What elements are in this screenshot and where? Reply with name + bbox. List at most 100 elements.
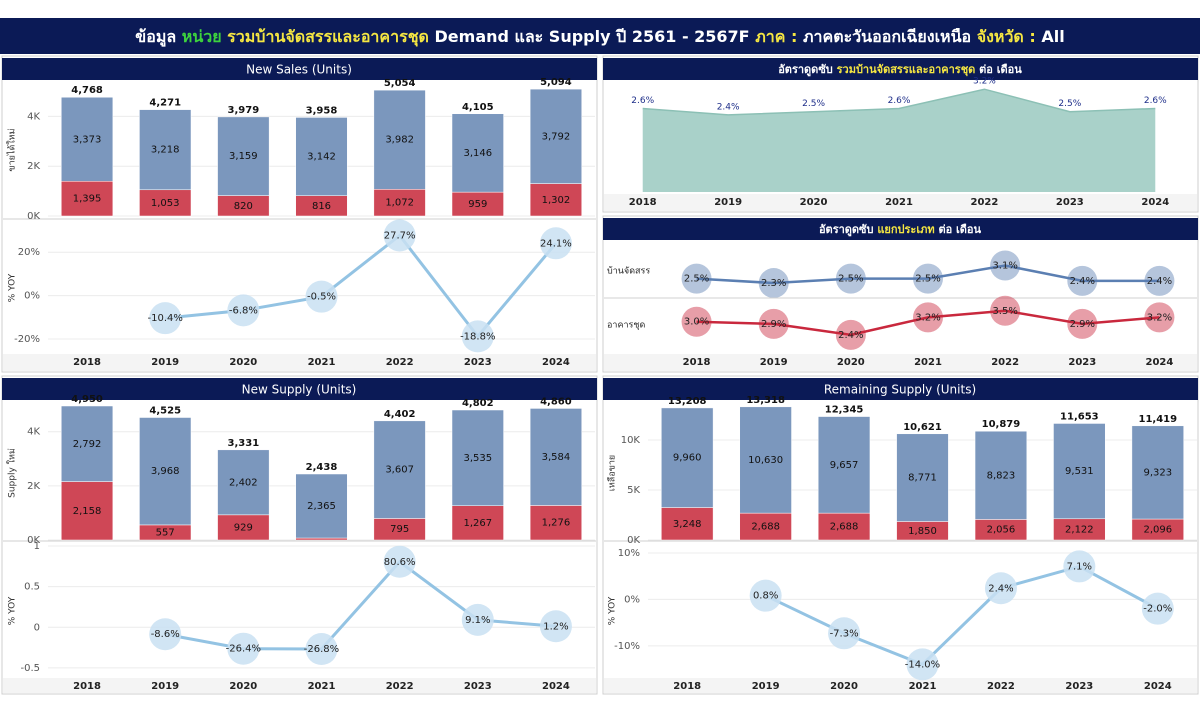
data-label: 3,968 <box>151 466 180 477</box>
y-axis-label: % YOY <box>8 273 18 302</box>
data-label: 24.1% <box>540 238 572 249</box>
panel-title: Remaining Supply (Units) <box>824 383 976 397</box>
total-label: 4,402 <box>384 409 416 420</box>
data-label: 959 <box>468 199 487 210</box>
data-label: 2,122 <box>1065 524 1094 535</box>
x-tick-label: 2019 <box>714 197 742 208</box>
bar-segment <box>139 417 192 526</box>
data-label: 9,657 <box>830 460 859 471</box>
x-tick-label: 2021 <box>885 197 913 208</box>
x-tick-label: 2019 <box>151 357 179 368</box>
marker <box>1067 308 1098 339</box>
total-label: 3,979 <box>228 105 260 116</box>
x-tick-label: 2024 <box>1144 681 1172 692</box>
data-label: -6.8% <box>229 305 258 316</box>
y-tick-label: 0K <box>27 535 40 546</box>
data-label: 2,056 <box>987 525 1016 536</box>
title-part: ต่อ เดือน <box>975 63 1022 76</box>
title-part: รวมบ้านจัดสรรและอาคารชุด <box>837 63 976 77</box>
total-label: 5,054 <box>384 78 416 89</box>
axis-strip <box>3 678 596 693</box>
marker <box>539 227 572 260</box>
bar-segment <box>217 116 270 196</box>
data-label: 2,158 <box>73 506 102 517</box>
data-label: 2,688 <box>751 522 780 533</box>
total-label: 4,525 <box>149 406 181 417</box>
y-tick-label: 5K <box>627 485 640 496</box>
data-label: 9,323 <box>1143 467 1172 478</box>
legend-label: อาคารชุด <box>607 321 645 331</box>
data-label: 2.4% <box>717 102 740 112</box>
panel-title-bar <box>603 378 1198 400</box>
marker <box>305 280 338 313</box>
data-label: -2.0% <box>1143 604 1172 615</box>
axis-strip <box>3 354 596 371</box>
panel <box>602 215 1199 373</box>
data-label: 3,218 <box>151 145 180 156</box>
x-tick-label: 2024 <box>542 357 570 368</box>
data-label: 2.5% <box>838 274 863 285</box>
title-part: ข้อมูล <box>135 27 181 48</box>
x-tick-label: 2019 <box>752 681 780 692</box>
x-tick-label: 2023 <box>464 681 492 692</box>
total-label: 2,438 <box>306 462 338 473</box>
marker <box>149 618 182 651</box>
marker <box>913 302 943 333</box>
data-label: 1.2% <box>543 621 568 632</box>
y-tick-label: -0.5 <box>20 663 40 674</box>
marker <box>749 579 782 612</box>
x-tick-label: 2023 <box>1056 197 1084 208</box>
data-label: 2,365 <box>307 501 336 512</box>
y-tick-label: 0% <box>624 594 640 605</box>
bar-segment <box>817 512 871 541</box>
y-axis-label: Supply ใหม่ <box>7 448 18 498</box>
bar-segment <box>139 109 192 191</box>
data-label: -26.4% <box>226 644 261 655</box>
y-tick-label: 2K <box>27 481 40 492</box>
bar-segment <box>373 189 426 217</box>
bar-segment <box>661 507 714 541</box>
bar-segment <box>61 481 114 541</box>
panel-title: New Supply (Units) <box>242 383 357 397</box>
x-tick-label: 2022 <box>987 681 1015 692</box>
y-tick-label: 0% <box>24 291 40 302</box>
data-label: 3.2% <box>915 312 940 323</box>
marker <box>758 308 789 339</box>
bar-segment <box>529 408 582 506</box>
x-tick-label: 2022 <box>971 197 999 208</box>
data-label: 2.9% <box>761 319 786 330</box>
x-tick-label: 2018 <box>629 197 657 208</box>
x-tick-label: 2021 <box>914 357 942 368</box>
area-line <box>642 88 1156 116</box>
data-label: 929 <box>234 522 253 533</box>
data-label: 3,792 <box>542 131 571 142</box>
data-label: 557 <box>156 527 175 538</box>
total-label: 4,105 <box>462 102 494 113</box>
x-tick-label: 2020 <box>229 681 257 692</box>
total-label: 10,621 <box>903 422 942 433</box>
data-label: 2.4% <box>988 583 1013 594</box>
panel-title: New Sales (Units) <box>246 63 352 77</box>
data-label: 1,395 <box>73 194 102 205</box>
data-label: 2.9% <box>1070 319 1095 330</box>
x-tick-label: 2023 <box>1065 681 1093 692</box>
bar-segment <box>529 88 582 184</box>
x-tick-label: 2021 <box>308 681 336 692</box>
bar-segment <box>974 430 1028 520</box>
data-label: 9,531 <box>1065 466 1094 477</box>
data-label: -26.8% <box>304 644 339 655</box>
x-tick-label: 2019 <box>760 357 788 368</box>
marker <box>1141 592 1174 625</box>
data-label: 1,267 <box>463 518 492 529</box>
marker <box>539 610 572 643</box>
y-tick-label: 4K <box>27 111 40 122</box>
bar-segment <box>295 117 348 196</box>
title-part: ต่อ เดือน <box>935 223 982 236</box>
title-part: จังหวัด : <box>977 27 1036 46</box>
data-label: 2.4% <box>1147 276 1172 287</box>
marker <box>681 306 712 337</box>
title-part: อัตราดูดซับ <box>778 63 836 77</box>
bar-segment <box>451 113 504 193</box>
